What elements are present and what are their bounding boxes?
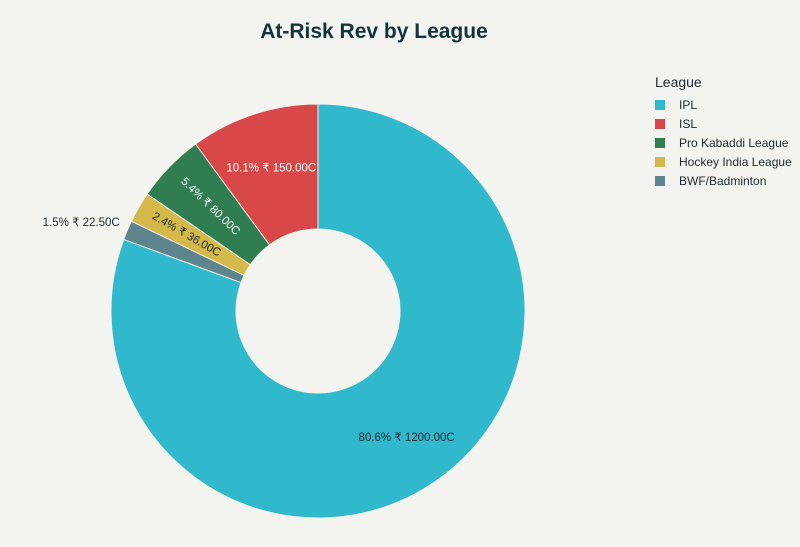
legend-title: League (655, 74, 702, 90)
legend-item-ipl[interactable]: IPL (655, 95, 792, 114)
slice-ipl[interactable] (110, 103, 526, 519)
legend-swatch-pro-kabaddi-league (655, 137, 665, 148)
legend-label-isl: ISL (679, 116, 698, 131)
legend-item-bwf-badminton[interactable]: BWF/Badminton (655, 171, 792, 190)
legend-swatch-bwf-badminton (655, 175, 665, 186)
chart-title: At-Risk Rev by League (260, 20, 488, 43)
slice-label-ipl: 80.6% ₹ 1200.00C (359, 432, 455, 444)
legend-swatch-hockey-india-league (655, 156, 665, 167)
legend-item-isl[interactable]: ISL (655, 114, 792, 133)
legend: League IPL ISL Pro Kabaddi League Hockey In… (655, 74, 792, 190)
legend-label-pro-kabaddi-league: Pro Kabaddi League (679, 135, 789, 150)
slice-bwf-badminton[interactable] (123, 220, 245, 284)
slice-hockey-india-league[interactable] (130, 193, 252, 277)
legend-label-hockey-india-league: Hockey India League (679, 154, 792, 169)
legend-item-hockey-india-league[interactable]: Hockey India League (655, 152, 792, 171)
slice-isl[interactable] (194, 103, 319, 246)
legend-item-pro-kabaddi-league[interactable]: Pro Kabaddi League (655, 133, 792, 152)
legend-label-ipl: IPL (679, 97, 698, 112)
legend-swatch-ipl (655, 99, 665, 110)
legend-swatch-isl (655, 118, 665, 129)
slice-label-isl: 10.1% ₹ 150.00C (226, 162, 316, 174)
slice-label-bwf-badminton: 1.5% ₹ 22.50C (43, 217, 120, 229)
legend-label-bwf-badminton: BWF/Badminton (679, 173, 767, 188)
slice-pro-kabaddi-league[interactable] (146, 143, 271, 266)
